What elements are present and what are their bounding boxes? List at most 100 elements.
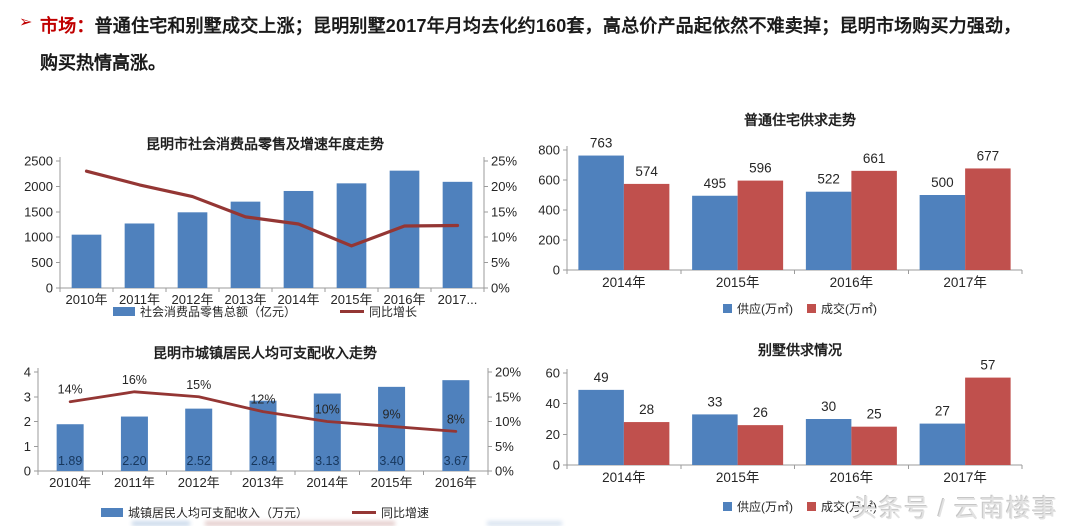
x-tick-label: 2013年 xyxy=(242,475,284,490)
y-tick-label: 20 xyxy=(546,427,560,442)
ghost-smudge xyxy=(132,521,190,526)
y-tick-label: 4 xyxy=(24,365,31,380)
residential-chart-canvas: 0 200 400 600 800 763 574 2014年 495 596 2015年 522 66… xyxy=(538,136,1023,290)
bar-value-label: 49 xyxy=(594,370,609,385)
y-tick-label: 1500 xyxy=(24,204,53,219)
legend-item: 成交(万㎡) xyxy=(807,498,877,515)
bar xyxy=(185,408,213,471)
legend-swatch-icon xyxy=(100,508,123,517)
legend-swatch-icon xyxy=(723,304,732,313)
bar-value-label: 677 xyxy=(977,148,1000,163)
villa-chart-canvas: 0 20 40 60 49 28 2014年 33 26 2015年 30 25 2016年 27 57 20… xyxy=(546,358,1023,485)
bullet-arrow-icon: ➢ xyxy=(19,14,33,31)
y2-tick-label: 20% xyxy=(495,365,521,380)
bar xyxy=(851,426,897,465)
bar xyxy=(442,181,473,288)
legend-line-icon xyxy=(352,511,376,514)
bar-value-label: 574 xyxy=(635,164,658,179)
chart-legend: 城镇居民人均可支配收入（万元） 同比增速 xyxy=(10,504,520,521)
trend-line xyxy=(84,169,460,248)
legend-line-icon xyxy=(340,310,364,313)
legend-label: 社会消费品零售总额（亿元） xyxy=(139,305,296,319)
y2-tick-label: 10% xyxy=(495,414,521,429)
y-tick-label: 1 xyxy=(24,439,31,454)
x-tick-label: 2011年 xyxy=(119,292,160,307)
legend-item: 同比增长 xyxy=(340,303,417,320)
bar-value-label: 25 xyxy=(867,407,882,422)
chart-legend: 社会消费品零售总额（亿元） 同比增长 xyxy=(10,303,520,320)
y-tick-label: 1000 xyxy=(24,230,53,245)
x-tick-label: 2016年 xyxy=(830,275,874,290)
header-line2: 购买热情高涨。 xyxy=(40,53,166,73)
y-tick-label: 500 xyxy=(31,255,53,270)
bar xyxy=(313,393,341,471)
bar-value-label: 2.20 xyxy=(122,454,146,468)
consumer-goods-chart-canvas: 0 500 1000 1500 2000 2500 0% 5% 10% 15% 20% 25% 2010… xyxy=(24,154,517,308)
header-line1: 市场：普通住宅和别墅成交上涨；昆明别墅2017年月均去化约160套，高总价产品起… xyxy=(40,12,1060,38)
chart-consumer-goods-retail: 昆明市社会消费品零售及增速年度走势 0 500 1000 1500 2000 2500 0%… xyxy=(10,102,520,328)
chart-title: 昆明市社会消费品零售及增速年度走势 xyxy=(146,136,384,152)
bar xyxy=(851,170,897,270)
legend-label: 成交(万㎡) xyxy=(821,302,877,316)
bar xyxy=(378,386,406,471)
x-tick-label: 2017年 xyxy=(943,470,987,485)
x-tick-label: 2012年 xyxy=(178,475,220,490)
bar xyxy=(71,234,102,288)
y2-tick-label: 10% xyxy=(491,230,517,245)
income-chart-canvas: 0 1 2 3 4 0% 5% 10% 15% 20% 2010年 1.89 14% 2011年 2.20 1… xyxy=(24,365,522,491)
legend-swatch-icon xyxy=(807,502,816,511)
bar xyxy=(692,414,738,465)
x-tick-label: 2016年 xyxy=(384,292,426,307)
x-tick-label: 2015年 xyxy=(371,475,413,490)
bar-value-label: 3.40 xyxy=(379,454,403,468)
bar-value-label: 27 xyxy=(935,404,950,419)
x-tick-label: 2013年 xyxy=(225,292,267,307)
bar-value-label: 2.52 xyxy=(187,454,211,468)
legend-item: 同比增速 xyxy=(352,504,429,521)
y-tick-label: 0 xyxy=(553,458,560,473)
bar xyxy=(578,155,624,270)
bar xyxy=(124,223,155,288)
x-tick-label: 2016年 xyxy=(435,475,477,490)
x-tick-label: 2014年 xyxy=(278,292,320,307)
y2-tick-label: 5% xyxy=(495,439,514,454)
y2-tick-label: 15% xyxy=(491,204,517,219)
chart-title: 别墅供求情况 xyxy=(758,342,842,358)
bar xyxy=(578,389,624,465)
x-tick-label: 2014年 xyxy=(602,470,646,485)
bar xyxy=(965,377,1011,465)
line-value-label: 8% xyxy=(447,412,465,426)
legend-label: 同比增速 xyxy=(381,506,430,520)
x-tick-label: 2015年 xyxy=(716,275,760,290)
bar xyxy=(336,183,367,288)
x-tick-label: 2017... xyxy=(438,292,478,307)
bar xyxy=(283,190,314,288)
bar xyxy=(919,423,966,465)
y-tick-label: 2 xyxy=(24,414,31,429)
y2-tick-label: 5% xyxy=(491,255,510,270)
x-tick-label: 2012年 xyxy=(172,292,214,307)
header-line1-text: 普通住宅和别墅成交上涨；昆明别墅2017年月均去化约160套，高总价产品起依然不… xyxy=(94,16,1022,36)
y2-tick-label: 15% xyxy=(495,389,521,404)
chart-villa-supply-demand: 别墅供求情况 0 20 40 60 49 28 2014年 33 26 2015年 30 25 2016… xyxy=(535,328,1065,526)
chart-residential-supply-demand: 普通住宅供求走势 0 200 400 600 800 763 574 2014年 495 596 2… xyxy=(535,98,1065,323)
bar-value-label: 26 xyxy=(753,405,768,420)
bar xyxy=(692,195,738,270)
x-tick-label: 2011年 xyxy=(114,475,155,490)
bar-value-label: 57 xyxy=(980,358,995,373)
header-topic-label: 市场： xyxy=(40,16,95,36)
bar xyxy=(805,419,852,465)
bar-value-label: 3.67 xyxy=(444,454,468,468)
x-tick-label: 2017年 xyxy=(943,275,987,290)
y-tick-label: 800 xyxy=(538,143,560,158)
bar xyxy=(965,168,1011,270)
y2-tick-label: 0% xyxy=(495,464,514,479)
x-tick-label: 2014年 xyxy=(306,475,348,490)
bar-value-label: 3.13 xyxy=(315,454,339,468)
y-tick-label: 0 xyxy=(46,281,53,296)
y-tick-label: 60 xyxy=(546,366,560,381)
legend-item: 城镇居民人均可支配收入（万元） xyxy=(100,504,308,521)
bar-value-label: 33 xyxy=(707,394,722,409)
y-tick-label: 2500 xyxy=(24,154,53,169)
y-tick-label: 2000 xyxy=(24,179,53,194)
